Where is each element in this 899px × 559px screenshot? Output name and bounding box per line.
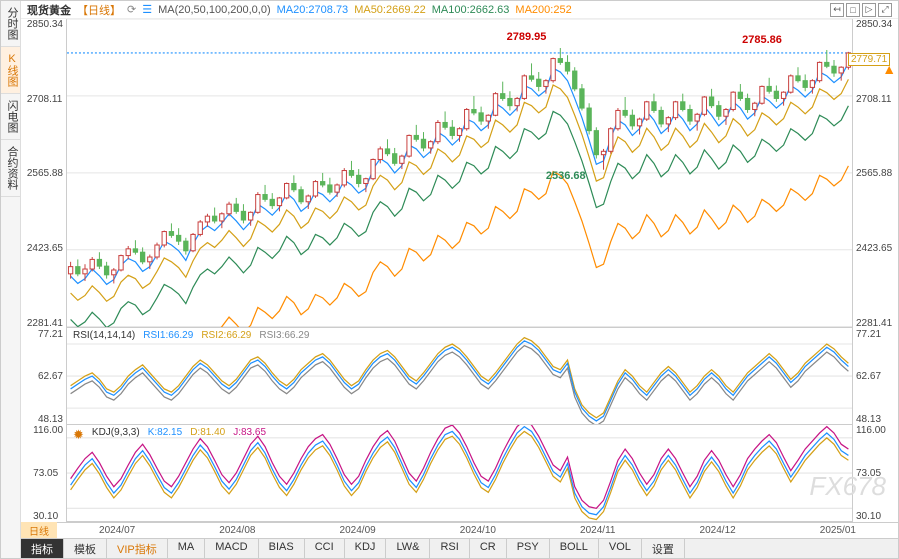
axis-tick: 73.05 xyxy=(33,468,63,479)
kdj-config: KDJ(9,3,3) xyxy=(92,427,140,443)
chart-header: 现货黄金 【日线】 ⟳ ☰ MA(20,50,100,200,0,0) MA20… xyxy=(21,1,898,19)
axis-tick: 116.00 xyxy=(856,425,886,436)
axis-tick: 48.13 xyxy=(38,414,63,425)
tab-intraday[interactable]: 分时图 xyxy=(1,1,20,47)
price-annotation: 2785.86 xyxy=(742,34,782,46)
ma200-label: MA200:252 xyxy=(515,4,571,16)
btab-vip[interactable]: VIP指标 xyxy=(107,539,168,558)
btab-vol[interactable]: VOL xyxy=(599,539,642,558)
sidebar: 分时图K线图闪电图合约资料 xyxy=(1,1,21,558)
rsi-panel[interactable]: RSI(14,14,14) RSI1:66.29 RSI2:66.29 RSI3… xyxy=(67,328,852,425)
x-tick: 2024/12 xyxy=(700,525,736,536)
btab-boll[interactable]: BOLL xyxy=(550,539,599,558)
kdj-header: ✹ KDJ(9,3,3) K:82.15 D:81.40 J:83.65 xyxy=(73,427,266,443)
x-tick: 2024/10 xyxy=(460,525,496,536)
period-label: 【日线】 xyxy=(77,2,121,18)
header-icon-3[interactable]: ⤢ xyxy=(878,3,892,17)
axis-tick: 2850.34 xyxy=(856,19,892,30)
btab-ma[interactable]: MA xyxy=(168,539,206,558)
rsi1-label: RSI1:66.29 xyxy=(143,330,193,341)
x-tick: 2024/08 xyxy=(219,525,255,536)
ma50-label: MA50:2669.22 xyxy=(354,4,426,16)
btab-rsi[interactable]: RSI xyxy=(430,539,469,558)
menu-icon[interactable]: ☰ xyxy=(142,3,152,16)
chart-area: 2850.342708.112565.882423.652281.4177.21… xyxy=(21,19,898,522)
x-tick: 2024/07 xyxy=(99,525,135,536)
app-root: 分时图K线图闪电图合约资料 现货黄金 【日线】 ⟳ ☰ MA(20,50,100… xyxy=(0,0,899,559)
btab-lw[interactable]: LW& xyxy=(386,539,430,558)
axis-tick: 2708.11 xyxy=(856,94,892,105)
price-annotation: 2789.95 xyxy=(507,31,547,43)
panels: 2789.95 2785.86 2536.68 RSI(14,14,14) RSI1… xyxy=(67,19,852,522)
axis-tick: 2708.11 xyxy=(27,94,63,105)
x-tick: 2024/11 xyxy=(580,525,615,536)
axis-tick: 2423.65 xyxy=(27,243,63,254)
x-tick: 2024/09 xyxy=(340,525,376,536)
axis-tick: 48.13 xyxy=(856,414,881,425)
left-axis: 2850.34 2708.11 2565.88 2423.65 2281.4177.21… xyxy=(21,19,67,522)
x-axis: 日线 2024/072024/082024/092024/102024/1120… xyxy=(21,522,898,538)
btab-macd[interactable]: MACD xyxy=(205,539,258,558)
axis-tick: 77.21 xyxy=(856,329,881,340)
axis-tick: 73.05 xyxy=(856,468,886,479)
axis-tick: 2281.41 xyxy=(27,318,63,329)
kdj-gear-icon[interactable]: ✹ xyxy=(73,427,84,443)
btab-bias[interactable]: BIAS xyxy=(259,539,305,558)
axis-tick: 2423.65 xyxy=(856,243,892,254)
axis-tick: 62.67 xyxy=(856,371,881,382)
kdj-k-label: K:82.15 xyxy=(148,427,182,443)
btab-indicators[interactable]: 指标 xyxy=(21,539,64,558)
rsi2-label: RSI2:66.29 xyxy=(201,330,251,341)
ma-config: MA(20,50,100,200,0,0) xyxy=(158,4,271,16)
btab-templates[interactable]: 模板 xyxy=(64,539,107,558)
axis-tick: 30.10 xyxy=(856,511,886,522)
axis-tick: 77.21 xyxy=(38,329,63,340)
axis-tick: 2281.41 xyxy=(856,318,892,329)
price-arrow-icon: ▲ xyxy=(882,61,896,77)
tab-lightning[interactable]: 闪电图 xyxy=(1,94,20,140)
btab-cr[interactable]: CR xyxy=(470,539,507,558)
x-tick: 2025/01 xyxy=(820,525,856,536)
btab-kdj[interactable]: KDJ xyxy=(345,539,387,558)
bottom-tabs: 指标模板VIP指标MAMACDBIASCCIKDJLW&RSICRPSYBOLL… xyxy=(21,538,898,558)
axis-tick: 62.67 xyxy=(38,371,63,382)
header-icon-0[interactable]: ↤ xyxy=(830,3,844,17)
btab-cci[interactable]: CCI xyxy=(305,539,345,558)
tab-kline[interactable]: K线图 xyxy=(1,47,20,94)
rsi-config: RSI(14,14,14) xyxy=(73,330,135,341)
axis-tick: 2565.88 xyxy=(856,168,892,179)
axis-tick: 2565.88 xyxy=(27,168,63,179)
header-icon-1[interactable]: □ xyxy=(846,3,860,17)
refresh-icon[interactable]: ⟳ xyxy=(127,3,136,16)
header-icon-2[interactable]: ▷ xyxy=(862,3,876,17)
btab-psy[interactable]: PSY xyxy=(507,539,550,558)
rsi3-label: RSI3:66.29 xyxy=(259,330,309,341)
tab-contract[interactable]: 合约资料 xyxy=(1,140,20,197)
x-ticks: 2024/07 2024/08 2024/09 2024/10 2024/11 2024/… xyxy=(57,525,898,536)
ma100-label: MA100:2662.63 xyxy=(432,4,510,16)
chart-title: 现货黄金 xyxy=(27,2,71,18)
kdj-j-label: J:83.65 xyxy=(233,427,266,443)
right-axis: 2850.342708.112565.882423.652281.412779.… xyxy=(852,19,898,522)
price-annotation: 2536.68 xyxy=(546,170,586,182)
kdj-d-label: D:81.40 xyxy=(190,427,225,443)
axis-tick: 30.10 xyxy=(33,511,63,522)
ma20-label: MA20:2708.73 xyxy=(277,4,349,16)
main-price-panel[interactable]: 2789.95 2785.86 2536.68 xyxy=(67,19,852,328)
rsi-header: RSI(14,14,14) RSI1:66.29 RSI2:66.29 RSI3… xyxy=(73,330,309,341)
x-period-badge: 日线 xyxy=(21,522,57,539)
axis-tick: 2850.34 xyxy=(27,19,63,30)
header-tool-icons: ↤□▷⤢ xyxy=(830,3,892,17)
btab-settings[interactable]: 设置 xyxy=(642,539,685,558)
kdj-panel[interactable]: ✹ KDJ(9,3,3) K:82.15 D:81.40 J:83.65 xyxy=(67,425,852,522)
main-area: 现货黄金 【日线】 ⟳ ☰ MA(20,50,100,200,0,0) MA20… xyxy=(21,1,898,558)
axis-tick: 116.00 xyxy=(33,425,63,436)
